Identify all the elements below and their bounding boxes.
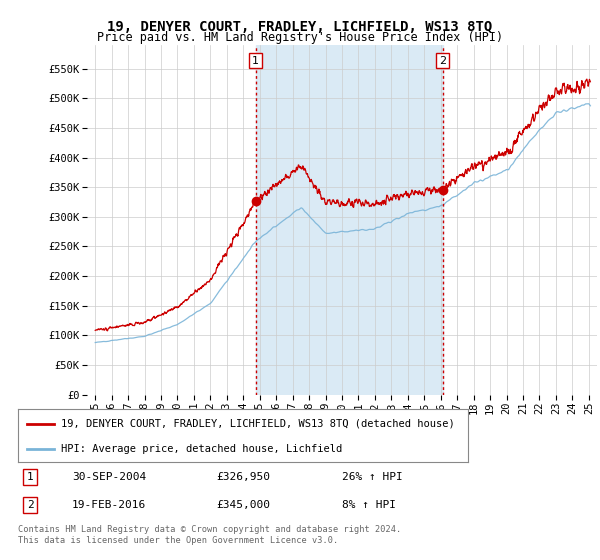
Text: Price paid vs. HM Land Registry's House Price Index (HPI): Price paid vs. HM Land Registry's House … xyxy=(97,31,503,44)
Text: 1: 1 xyxy=(26,472,34,482)
Text: 2: 2 xyxy=(26,500,34,510)
Text: 19-FEB-2016: 19-FEB-2016 xyxy=(72,500,146,510)
Text: HPI: Average price, detached house, Lichfield: HPI: Average price, detached house, Lich… xyxy=(61,444,342,454)
Text: 1: 1 xyxy=(252,55,259,66)
Text: £326,950: £326,950 xyxy=(216,472,270,482)
Text: 19, DENYER COURT, FRADLEY, LICHFIELD, WS13 8TQ (detached house): 19, DENYER COURT, FRADLEY, LICHFIELD, WS… xyxy=(61,419,455,429)
Text: 30-SEP-2004: 30-SEP-2004 xyxy=(72,472,146,482)
Text: 2: 2 xyxy=(439,55,446,66)
Bar xyxy=(256,45,443,395)
Text: 26% ↑ HPI: 26% ↑ HPI xyxy=(342,472,403,482)
Text: 19, DENYER COURT, FRADLEY, LICHFIELD, WS13 8TQ: 19, DENYER COURT, FRADLEY, LICHFIELD, WS… xyxy=(107,20,493,34)
Text: Contains HM Land Registry data © Crown copyright and database right 2024.
This d: Contains HM Land Registry data © Crown c… xyxy=(18,525,401,545)
Text: 8% ↑ HPI: 8% ↑ HPI xyxy=(342,500,396,510)
Text: £345,000: £345,000 xyxy=(216,500,270,510)
